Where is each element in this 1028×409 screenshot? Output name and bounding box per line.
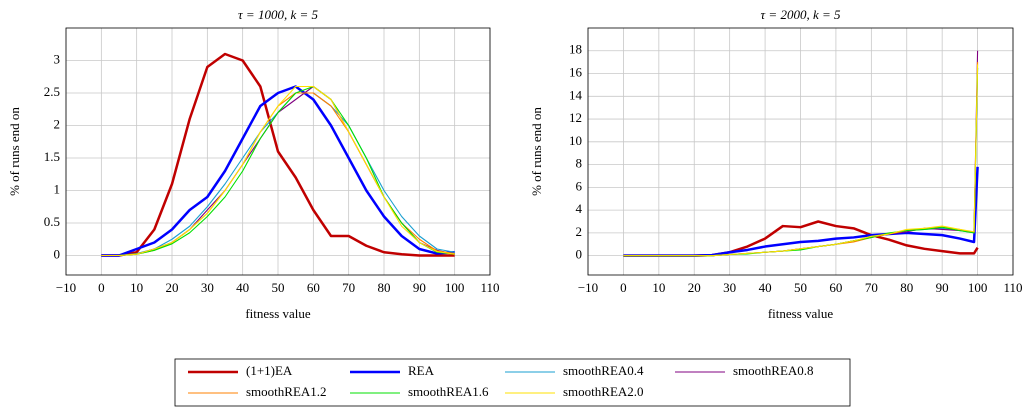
legend-label: smoothREA2.0 (563, 384, 644, 399)
y-tick-label: 3 (54, 51, 61, 66)
y-tick-label: 1.5 (44, 149, 60, 164)
y-tick-label: 2 (576, 224, 583, 239)
x-tick-label: 50 (272, 280, 285, 295)
x-tick-label: 40 (759, 280, 772, 295)
y-tick-label: 0 (576, 247, 583, 262)
x-tick-label: 110 (480, 280, 499, 295)
legend-label: smoothREA0.4 (563, 363, 644, 378)
y-tick-label: 6 (576, 178, 583, 193)
x-axis-label: fitness value (768, 306, 834, 321)
series-line (623, 64, 979, 257)
x-tick-label: −10 (56, 280, 76, 295)
x-tick-label: 50 (794, 280, 807, 295)
plot-frame (587, 27, 1014, 276)
y-axis-label: % of runs end on (7, 107, 22, 196)
x-tick-label: 60 (307, 280, 320, 295)
series-line (101, 85, 455, 257)
x-tick-label: 90 (936, 280, 949, 295)
y-tick-label: 0 (54, 246, 61, 261)
series-line (101, 85, 455, 257)
chart-title: τ = 2000, k = 5 (761, 7, 841, 22)
x-tick-label: 80 (900, 280, 913, 295)
x-axis-label: fitness value (245, 306, 311, 321)
x-tick-label: 100 (968, 280, 988, 295)
x-tick-label: 80 (378, 280, 391, 295)
x-tick-label: 60 (829, 280, 842, 295)
x-tick-label: 0 (98, 280, 105, 295)
plot-frame (65, 27, 491, 276)
x-tick-label: 20 (688, 280, 701, 295)
y-tick-label: 8 (576, 156, 583, 171)
y-tick-label: 16 (569, 65, 583, 80)
x-tick-label: 110 (1003, 280, 1022, 295)
y-tick-label: 2.5 (44, 84, 60, 99)
legend-label: smoothREA0.8 (733, 363, 814, 378)
x-tick-label: 30 (723, 280, 736, 295)
legend-label: REA (408, 363, 435, 378)
x-tick-label: 70 (865, 280, 878, 295)
series-line (101, 52, 455, 257)
legend-label: (1+1)EA (246, 363, 293, 378)
series-line (101, 85, 455, 257)
y-tick-label: 12 (569, 110, 582, 125)
legend-label: smoothREA1.2 (246, 384, 327, 399)
y-tick-label: 4 (576, 201, 583, 216)
x-tick-label: 0 (620, 280, 627, 295)
y-tick-label: 2 (54, 116, 61, 131)
y-tick-label: 14 (569, 87, 583, 102)
legend-label: smoothREA1.6 (408, 384, 489, 399)
x-tick-label: 40 (236, 280, 249, 295)
legend-box (174, 358, 851, 407)
x-tick-label: 30 (201, 280, 214, 295)
y-axis-label: % of runs end on (529, 107, 544, 196)
x-tick-label: −10 (578, 280, 598, 295)
x-tick-label: 10 (130, 280, 143, 295)
chart-title: τ = 1000, k = 5 (238, 7, 318, 22)
x-tick-label: 100 (445, 280, 465, 295)
y-tick-label: 10 (569, 133, 582, 148)
x-tick-label: 90 (413, 280, 426, 295)
y-tick-label: 0.5 (44, 214, 60, 229)
y-tick-label: 18 (569, 42, 582, 57)
y-tick-label: 1 (54, 181, 61, 196)
x-tick-label: 10 (652, 280, 665, 295)
x-tick-label: 20 (166, 280, 179, 295)
x-tick-label: 70 (342, 280, 355, 295)
